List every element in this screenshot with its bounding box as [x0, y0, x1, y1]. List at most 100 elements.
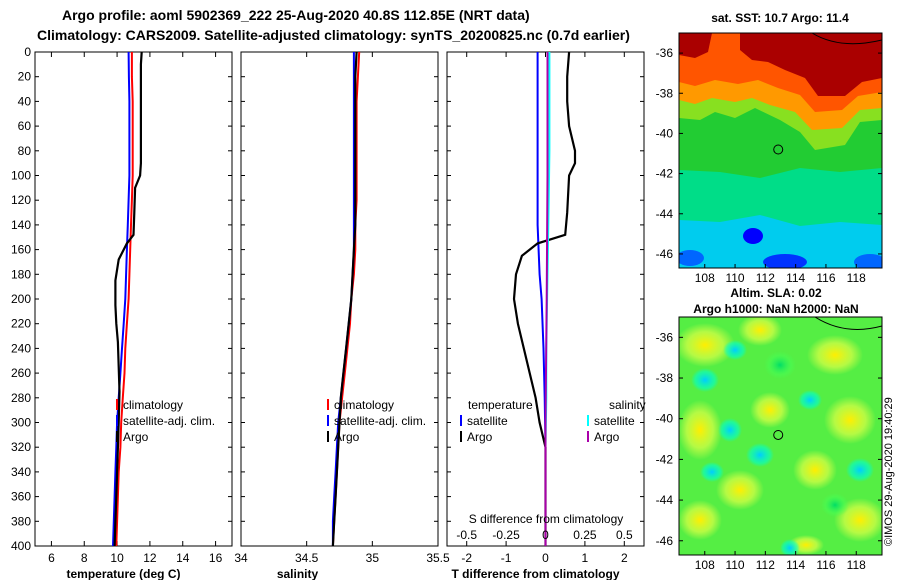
sst-blue-eddy-3	[679, 250, 704, 266]
salinity-legend-label: climatology	[334, 398, 394, 412]
sst_map-xtick-label: 118	[847, 271, 866, 285]
sla-map-axes: 108 110 112 114 116 118 -36 -38 -40 -42 -44 -46	[656, 330, 882, 572]
sla_map-xtick-label: 116	[816, 558, 835, 572]
diff-legend-sal-label: satellite	[594, 414, 635, 428]
depth-tick-label: 340	[11, 465, 31, 479]
salinity-legend-label: satellite-adj. clim.	[334, 414, 426, 428]
sla-high-7	[716, 470, 764, 510]
sst-map-title: sat. SST: 10.7 Argo: 11.4	[711, 11, 849, 25]
depth-tick-label: 260	[11, 366, 31, 380]
temperature-legend-label: climatology	[123, 398, 183, 412]
salinity-xtick-label: 34	[234, 551, 248, 565]
sst_map-xtick-label: 108	[695, 271, 715, 285]
depth-tick-label: 200	[11, 292, 31, 306]
sla-low-1	[723, 340, 747, 360]
difference-xtick-label: 0	[542, 551, 549, 565]
sst-map-frame	[678, 32, 883, 269]
depth-tick-label: 240	[11, 341, 31, 355]
sst_map-ytick-label: -44	[656, 207, 674, 221]
temperature-xtick-label: 6	[48, 551, 55, 565]
sst-blue-eddy-4	[854, 254, 882, 268]
sst-coastline	[811, 33, 882, 45]
temperature-series-climatology	[115, 52, 134, 547]
depth-tick-label: 140	[11, 218, 31, 232]
sla_map-ytick-label: -38	[656, 371, 674, 385]
sla-high-3	[807, 335, 863, 375]
salinity-xlabel: salinity	[277, 567, 319, 580]
difference-xtick-label: -2	[461, 551, 472, 565]
diff-top-tick-label: 0.5	[616, 528, 633, 542]
sla-high-6	[824, 396, 876, 444]
sla-map-title-1: Altim. SLA: 0.02	[730, 286, 822, 300]
salinity-xtick-label: 35.5	[426, 551, 450, 565]
sla-argo-position-marker	[773, 429, 784, 440]
depth-tick-label: 100	[11, 169, 31, 183]
sla_map-ytick-label: -36	[656, 330, 674, 344]
salinity-panel: 34 34.5 35 35.5 salinity climatology satellite…	[234, 51, 450, 580]
difference-xlabel: T difference from climatology	[451, 567, 619, 580]
sla-high-1	[679, 323, 735, 367]
depth-tick-label: 280	[11, 391, 31, 405]
sst-darkred-corner	[679, 33, 712, 58]
temperature-legend-label: satellite-adj. clim.	[123, 414, 215, 428]
sst_map-xtick-label: 112	[756, 271, 775, 285]
depth-tick-label: 60	[18, 119, 32, 133]
sst_map-ytick-label: -38	[656, 86, 674, 100]
difference-xtick-label: -1	[501, 551, 512, 565]
diff-top-tick-label: -0.25	[492, 528, 520, 542]
sla-low-3	[798, 390, 822, 410]
sst_map-ytick-label: -36	[656, 46, 674, 60]
depth-tick-label: 380	[11, 514, 31, 528]
temperature-xtick-label: 14	[176, 551, 190, 565]
salinity-series-argo	[331, 51, 358, 547]
depth-tick-label: 300	[11, 416, 31, 430]
sst-cold-band	[679, 215, 882, 268]
sla-map-field	[679, 317, 882, 555]
sst-map-field	[679, 33, 882, 268]
difference-xtick-label: 1	[582, 551, 589, 565]
diff-legend-temp-label: Argo	[467, 430, 493, 444]
sla-low-5	[718, 418, 742, 442]
sst_map-xtick-label: 110	[725, 271, 744, 285]
temperature-xtick-label: 12	[143, 551, 157, 565]
depth-tick-label: 360	[11, 490, 31, 504]
sst-blue-eddy-1	[743, 228, 763, 244]
sla-low-4	[746, 443, 774, 467]
depth-tick-label: 180	[11, 267, 31, 281]
sla-low-2	[691, 368, 719, 392]
sst_map-ytick-label: -42	[656, 167, 674, 181]
header-line-2: Climatology: CARS2009. Satellite-adjuste…	[37, 27, 630, 43]
sst-map: sat. SST: 10.7 Argo: 11.4 108 110 112 114 11…	[656, 11, 883, 285]
diff-top-tick-label: -0.5	[456, 528, 477, 542]
temperature-xtick-label: 8	[81, 551, 88, 565]
diff-legend-temperature-header: temperature	[468, 398, 533, 412]
diff-top-tick-label: 0.25	[573, 528, 597, 542]
sst-darkred-band	[740, 33, 882, 96]
depth-tick-label: 80	[18, 144, 32, 158]
depth-tick-label: 320	[11, 440, 31, 454]
imos-credit: ©IMOS 29-Aug-2020 19:40:29	[883, 397, 895, 546]
sla-map-frame	[678, 316, 883, 556]
temperature-series-argo	[113, 51, 143, 547]
sla-low-6	[846, 458, 874, 482]
sla-coastline	[814, 317, 882, 330]
depth-tick-label: 20	[18, 70, 32, 84]
difference-panel: -2 -1 0 1 2T difference from climatology temp…	[446, 51, 646, 580]
sla_map-xtick-label: 108	[695, 558, 715, 572]
diff-top-axis-label: S difference from climatology	[469, 512, 624, 526]
diff-legend-sal-label: Argo	[594, 430, 620, 444]
diff-legend-temp-label: satellite	[467, 414, 508, 428]
depth-tick-label: 400	[11, 539, 31, 553]
salinity-xtick-label: 34.5	[295, 551, 319, 565]
sla_map-xtick-label: 110	[725, 558, 744, 572]
sla-high-10	[679, 500, 722, 540]
depth-tick-label: 120	[11, 193, 31, 207]
depth-tick-label: 220	[11, 317, 31, 331]
difference-series-salinity-argo	[544, 52, 549, 546]
sla-mid-1	[764, 351, 796, 379]
sla_map-ytick-label: -44	[656, 493, 674, 507]
depth-tick-label: 40	[18, 94, 32, 108]
diff-legend-salinity-header: salinity	[609, 398, 646, 412]
sla-mid-2	[821, 493, 849, 517]
depth-tick-label: 0	[24, 45, 31, 59]
